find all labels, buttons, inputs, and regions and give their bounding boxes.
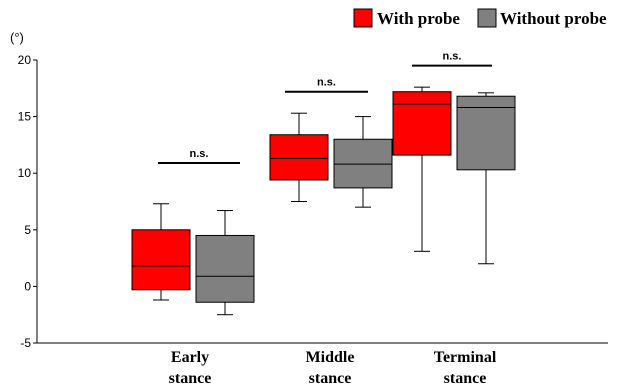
box-body xyxy=(195,234,255,303)
legend-swatch xyxy=(353,8,373,28)
legend: With probe Without probe xyxy=(353,8,607,28)
y-axis-unit-label: (°) xyxy=(10,30,24,45)
legend-label: Without probe xyxy=(500,9,607,28)
significance-markers: n.s. n.s. n.s. xyxy=(158,51,492,165)
x-category-label: Middle xyxy=(306,349,355,366)
box-1-1 xyxy=(333,116,393,208)
y-tick-label: 20 xyxy=(18,53,32,67)
x-category-label: stance xyxy=(309,370,352,387)
y-tick-label: 15 xyxy=(18,110,32,124)
box-series xyxy=(131,86,516,316)
box-body xyxy=(456,95,516,171)
axes: -5 0 5 10 15 20 xyxy=(18,53,608,350)
significance-label: n.s. xyxy=(443,51,462,63)
box-0-2 xyxy=(392,86,452,252)
y-tick-label: -5 xyxy=(20,336,31,350)
box-body xyxy=(131,229,191,291)
box-body xyxy=(333,138,393,189)
x-category-label: Terminal xyxy=(434,349,497,366)
box-0-0 xyxy=(131,203,191,301)
box-body xyxy=(392,91,452,156)
y-tick-label: 10 xyxy=(18,166,32,180)
box-1-0 xyxy=(195,210,255,316)
x-category-label: Early xyxy=(171,349,209,366)
legend-swatch xyxy=(477,8,497,28)
box-body xyxy=(269,134,329,181)
x-category-label: stance xyxy=(444,370,487,387)
legend-label: With probe xyxy=(377,9,460,28)
box-1-2 xyxy=(456,92,516,265)
significance-label: n.s. xyxy=(190,148,209,160)
significance-label: n.s. xyxy=(317,77,336,89)
y-tick-label: 5 xyxy=(24,223,31,237)
box-0-1 xyxy=(269,112,329,202)
x-axis-labels: Early stance Middle stance Terminal stance xyxy=(169,349,497,387)
x-category-label: stance xyxy=(169,370,212,387)
y-tick-label: 0 xyxy=(24,279,31,293)
